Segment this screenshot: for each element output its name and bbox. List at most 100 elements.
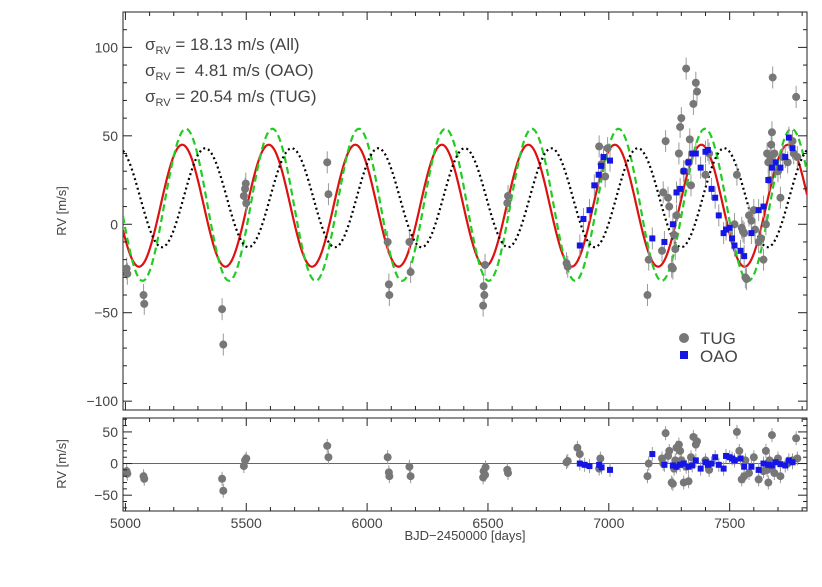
residual-point-oao — [677, 461, 684, 468]
residual-point-oao — [720, 465, 727, 472]
residual-point-oao — [708, 460, 715, 467]
main-point-oao — [697, 164, 704, 171]
main-point-oao — [720, 230, 727, 237]
main-point-tug — [123, 269, 132, 278]
main-point-tug — [643, 291, 652, 300]
residual-point-tug — [481, 470, 490, 479]
main-point-oao — [586, 207, 593, 214]
residual-point-tug — [764, 478, 773, 487]
main-point-oao — [580, 215, 587, 222]
residual-point-tug — [767, 431, 776, 440]
residual-point-tug — [481, 463, 490, 472]
residual-point-oao — [586, 463, 593, 470]
main-point-tug — [689, 99, 698, 108]
residual-point-tug — [661, 429, 670, 438]
main-point-tug — [676, 122, 685, 131]
main-point-tug — [770, 149, 779, 158]
legend-marker-tug — [679, 333, 689, 343]
sigma-annotations: σRV = 18.13 m/s (All) σRV = 4.81 m/s (OA… — [145, 35, 317, 109]
residual-point-oao — [755, 466, 762, 473]
main-point-tug — [759, 255, 768, 264]
residual-point-tug — [324, 453, 333, 462]
main-point-oao — [607, 157, 614, 164]
main-point-tug — [767, 140, 776, 149]
sigma-annotation-tug: σRV = 20.54 m/s (TUG) — [145, 87, 317, 109]
main-point-tug — [677, 114, 686, 123]
residual-y-axis-label: RV [m/s] — [54, 439, 69, 489]
main-point-tug — [219, 340, 228, 349]
main-point-tug — [685, 135, 694, 144]
sigma-annotation-oao: σRV = 4.81 m/s (OAO) — [145, 61, 314, 83]
main-point-oao — [708, 185, 715, 192]
main-point-oao — [789, 145, 796, 152]
residual-y-tick-label: 50 — [102, 424, 118, 440]
main-point-tug — [239, 191, 248, 200]
main-y-tick-label: 0 — [110, 216, 118, 232]
main-point-tug — [767, 128, 776, 137]
residual-y-tick-labels: −50 0 50 — [94, 424, 118, 503]
main-point-tug — [661, 137, 670, 146]
x-tick-label: 5500 — [231, 515, 262, 531]
main-plot-frame — [122, 11, 808, 411]
legend-label-tug: TUG — [700, 329, 736, 348]
main-point-oao — [680, 168, 687, 175]
main-point-tug — [595, 142, 604, 151]
main-point-oao — [591, 182, 598, 189]
main-point-tug — [732, 170, 741, 179]
main-point-oao — [785, 134, 792, 141]
main-y-tick-label: −50 — [94, 305, 118, 321]
residual-point-oao — [680, 460, 687, 467]
residual-point-tug — [644, 459, 653, 468]
model-curve-dotted — [123, 147, 807, 249]
main-point-tug — [670, 230, 679, 239]
main-point-tug — [740, 229, 749, 238]
residual-point-oao — [731, 457, 738, 464]
main-point-oao — [692, 150, 699, 157]
main-point-tug — [241, 179, 250, 188]
residual-points — [123, 427, 802, 495]
main-point-tug — [793, 153, 802, 162]
residual-point-oao — [715, 461, 722, 468]
main-point-tug — [747, 216, 756, 225]
residual-point-tug — [744, 469, 753, 478]
residual-point-oao — [697, 465, 704, 472]
main-point-tug — [776, 193, 785, 202]
main-point-tug — [783, 158, 792, 167]
main-point-tug — [742, 275, 751, 284]
residual-point-tug — [219, 486, 228, 495]
legend: TUG OAO — [679, 329, 738, 366]
main-point-oao — [765, 177, 772, 184]
main-point-tug — [406, 268, 415, 277]
main-point-tug — [481, 260, 490, 269]
main-point-tug — [659, 188, 668, 197]
residual-point-oao — [772, 459, 779, 466]
main-point-tug — [682, 64, 691, 73]
main-point-tug — [761, 220, 770, 229]
main-point-oao — [723, 226, 730, 233]
residual-point-oao — [789, 459, 796, 466]
residual-point-oao — [704, 461, 711, 468]
main-ticks — [123, 11, 807, 410]
main-point-tug — [664, 193, 673, 202]
main-point-oao — [689, 150, 696, 157]
residual-point-oao — [598, 464, 605, 471]
residual-point-tug — [676, 446, 685, 455]
main-y-tick-labels: −100 −50 0 50 100 — [86, 39, 118, 409]
residual-y-tick-label: 0 — [110, 456, 118, 472]
residual-point-tug — [563, 457, 572, 466]
residual-point-tug — [776, 472, 785, 481]
residual-point-oao — [777, 461, 784, 468]
main-point-tug — [601, 172, 610, 181]
residual-point-tug — [770, 469, 779, 478]
main-point-tug — [657, 246, 666, 255]
residual-point-tug — [792, 434, 801, 443]
residual-point-tug — [406, 472, 415, 481]
main-point-oao — [737, 247, 744, 254]
main-point-oao — [649, 235, 656, 242]
residual-point-tug — [385, 472, 394, 481]
main-point-oao — [760, 203, 767, 210]
residual-point-oao — [712, 454, 719, 461]
residual-point-tug — [123, 469, 132, 478]
main-point-tug — [665, 202, 674, 211]
main-point-oao — [726, 224, 733, 231]
